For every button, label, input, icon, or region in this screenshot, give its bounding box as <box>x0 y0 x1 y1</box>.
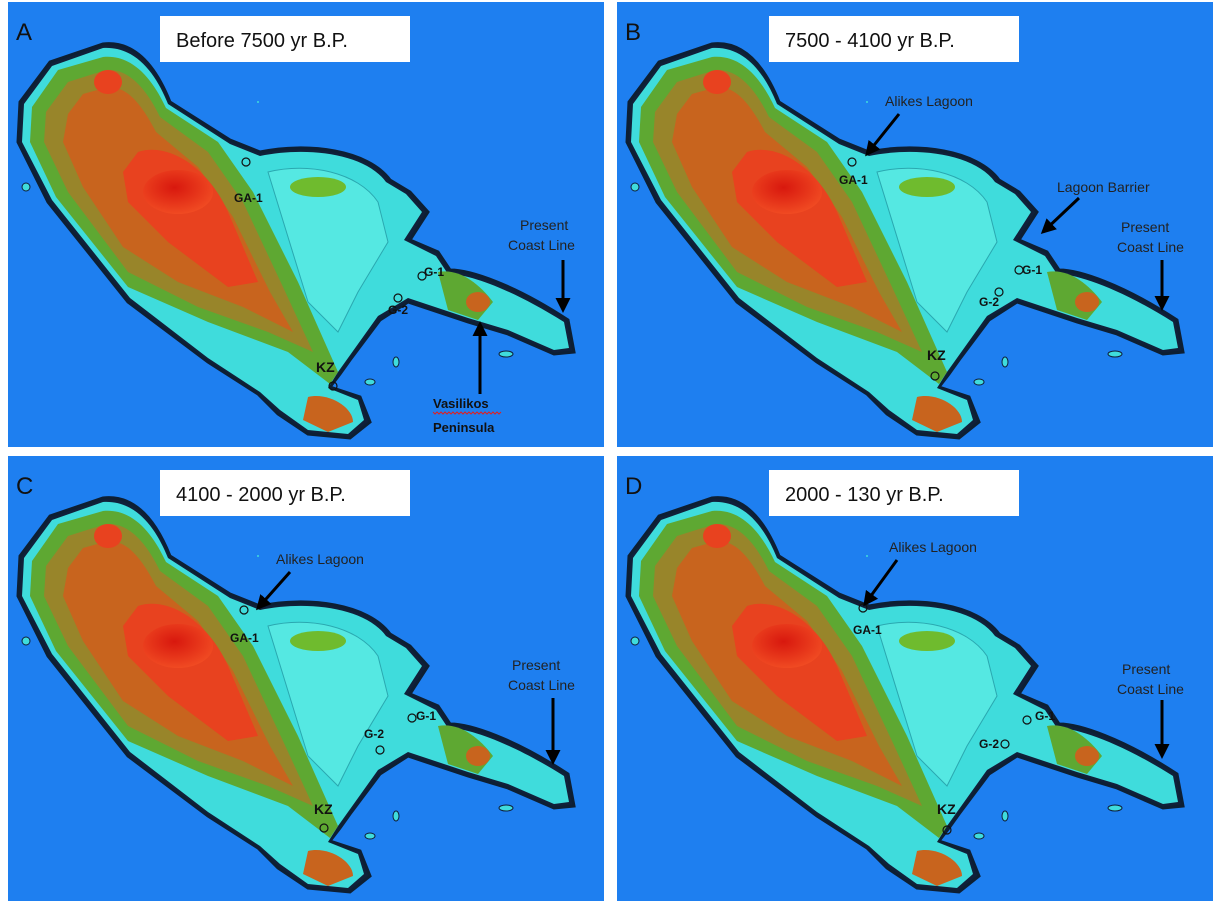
coast-label: Present <box>1121 219 1169 235</box>
arrow <box>256 571 292 611</box>
coast-label: Present <box>520 217 568 233</box>
site-label: G-1 <box>1035 709 1055 723</box>
lagoon-label: Alikes Lagoon <box>885 93 973 109</box>
site-marker <box>858 603 868 613</box>
panel-letter: B <box>625 19 641 46</box>
arrow <box>1040 196 1081 235</box>
site-label: G-2 <box>364 727 384 741</box>
map-panel: A Before 7500 yr B.P. GA-1 G-1 G-2 KZ Present C… <box>8 2 604 447</box>
coast-label: Present <box>512 657 560 673</box>
panel-title: 7500 - 4100 yr B.P. <box>785 30 955 52</box>
site-marker <box>417 271 427 281</box>
title-box <box>160 470 410 516</box>
site-label: G-2 <box>388 303 408 317</box>
arrow <box>865 113 901 157</box>
coast-label: Coast Line <box>508 237 575 253</box>
site-marker <box>942 825 952 835</box>
site-label: GA-1 <box>853 623 882 637</box>
arrow <box>863 559 899 607</box>
panel-title: 4100 - 2000 yr B.P. <box>176 484 346 506</box>
panel-letter: D <box>625 473 642 500</box>
site-marker <box>1014 265 1024 275</box>
map-panel: C 4100 - 2000 yr B.P. Alikes Lagoon GA-1 Pre… <box>8 456 604 901</box>
site-label: KZ <box>314 801 333 817</box>
site-label: G-1 <box>416 709 436 723</box>
panel-title: 2000 - 130 yr B.P. <box>785 484 944 506</box>
lagoon-label: Alikes Lagoon <box>889 539 977 555</box>
site-marker <box>319 823 329 833</box>
site-label: KZ <box>937 801 956 817</box>
site-marker <box>407 713 417 723</box>
site-label: G-2 <box>979 737 999 751</box>
coast-label: Coast Line <box>508 677 575 693</box>
site-label: GA-1 <box>839 173 868 187</box>
site-marker <box>375 745 385 755</box>
site-marker <box>1000 739 1010 749</box>
site-label: KZ <box>316 359 335 375</box>
map-panel: D 2000 - 130 yr B.P. Alikes Lagoon GA-1 Pres… <box>617 456 1213 901</box>
site-label: G-1 <box>424 265 444 279</box>
site-marker <box>328 381 338 391</box>
site-label: G-2 <box>979 295 999 309</box>
site-label: KZ <box>927 347 946 363</box>
map-panel: B 7500 - 4100 yr B.P. Alikes Lagoon GA-1 Lag… <box>617 2 1213 447</box>
site-marker <box>1022 715 1032 725</box>
site-label: G-1 <box>1022 263 1042 277</box>
peninsula-label: Vasilikos <box>433 396 489 411</box>
site-marker <box>241 157 251 167</box>
panel-letter: A <box>16 19 32 46</box>
site-marker <box>847 157 857 167</box>
spell-underline <box>432 411 502 415</box>
title-box <box>769 470 1019 516</box>
title-box <box>769 16 1019 62</box>
peninsula-label: Peninsula <box>433 420 495 435</box>
site-marker <box>393 293 403 303</box>
coast-label: Present <box>1122 661 1170 677</box>
site-label: GA-1 <box>234 191 263 205</box>
coast-label: Coast Line <box>1117 681 1184 697</box>
panel-letter: C <box>16 473 33 500</box>
barrier-label: Lagoon Barrier <box>1057 179 1150 195</box>
site-label: GA-1 <box>230 631 259 645</box>
site-marker <box>994 287 1004 297</box>
site-marker <box>930 371 940 381</box>
site-marker <box>239 605 249 615</box>
panel-title: Before 7500 yr B.P. <box>176 30 348 52</box>
lagoon-label: Alikes Lagoon <box>276 551 364 567</box>
title-box <box>160 16 410 62</box>
coast-label: Coast Line <box>1117 239 1184 255</box>
